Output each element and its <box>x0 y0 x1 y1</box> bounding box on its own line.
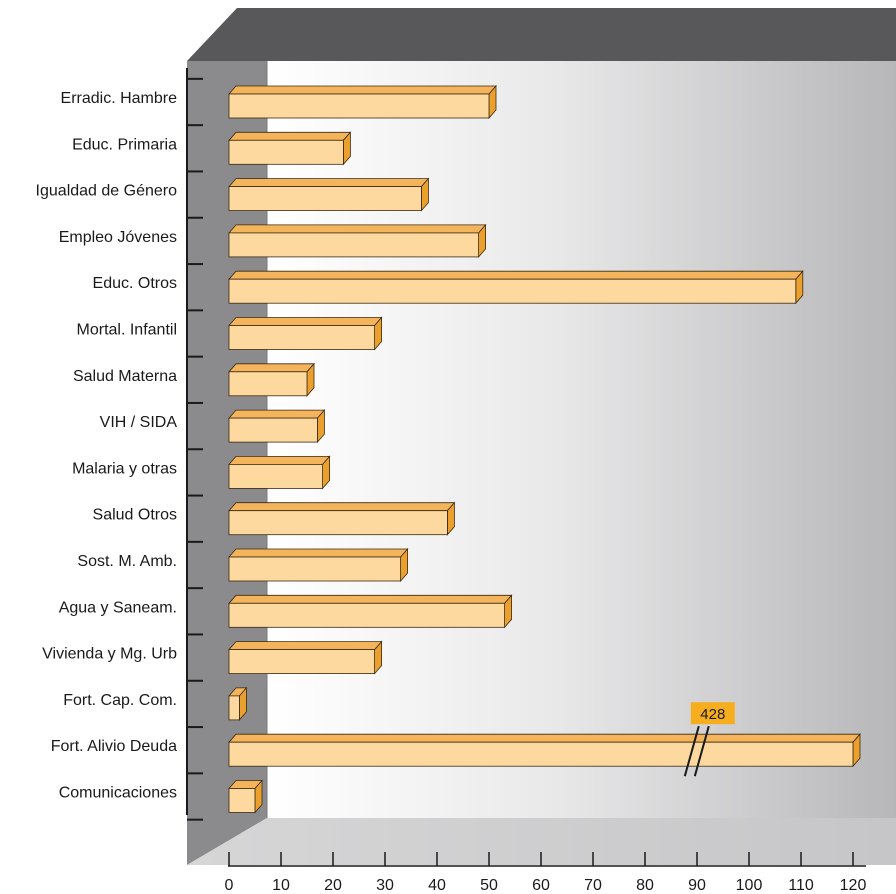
value-tick-label: 20 <box>324 877 342 894</box>
bar <box>228 547 409 583</box>
bar-front-face <box>228 232 480 258</box>
bar <box>228 131 352 166</box>
bar-front-face <box>228 278 797 304</box>
category-label: Salud Materna <box>73 368 177 385</box>
bar-top-face <box>228 641 383 650</box>
category-label: Mortal. Infantil <box>77 322 177 339</box>
category-label: Salud Otros <box>93 507 177 524</box>
bar <box>228 640 383 675</box>
value-tick-label: 90 <box>688 877 706 894</box>
bar-front-face <box>228 649 376 674</box>
break-value-label: 428 <box>700 706 725 723</box>
value-tick-label: 60 <box>532 877 550 894</box>
value-tick-label: 0 <box>225 877 234 894</box>
value-tick-label: 40 <box>428 877 446 894</box>
bar <box>228 594 513 629</box>
bar-front-face <box>228 371 308 397</box>
bar-front-face <box>228 417 318 443</box>
bar-front-face <box>228 463 323 489</box>
value-tick-label: 50 <box>480 877 498 894</box>
bar-top-face <box>228 409 326 419</box>
badge-background <box>690 702 735 725</box>
bar-front-face <box>228 186 422 212</box>
category-label: Erradic. Hambre <box>61 90 178 107</box>
value-axis <box>228 852 866 867</box>
bar-top-face <box>228 317 383 326</box>
bar-front-face <box>228 510 448 536</box>
bar <box>228 501 456 536</box>
category-label: VIH / SIDA <box>100 414 178 431</box>
value-tick-label: 110 <box>788 877 814 894</box>
category-label: Vivienda y Mg. Urb <box>42 646 177 663</box>
bar <box>228 779 263 814</box>
category-label: Educ. Primaria <box>72 136 177 153</box>
value-tick-label: 30 <box>376 877 394 894</box>
bar <box>228 686 248 721</box>
bar-top-face <box>228 455 331 465</box>
bar <box>228 733 861 768</box>
bar-front-face <box>228 741 854 767</box>
back-wall <box>267 61 896 818</box>
axis-break-mark <box>683 725 700 777</box>
bar <box>228 177 430 212</box>
annotations: 428 <box>683 702 735 777</box>
category-label: Comunicaciones <box>59 785 177 802</box>
bar-top-face <box>228 85 497 95</box>
category-label: Malaria y otras <box>72 460 177 477</box>
bar-top-face <box>228 594 513 604</box>
category-label: Fort. Alivio Deuda <box>51 738 177 755</box>
bar <box>228 270 804 305</box>
bar-front-face <box>228 695 240 721</box>
bar-top-face <box>228 131 352 141</box>
value-tick-label: 70 <box>584 877 602 894</box>
category-label: Sost. M. Amb. <box>77 553 177 570</box>
value-tick-label: 100 <box>736 877 763 894</box>
category-label: Educ. Otros <box>93 275 177 292</box>
category-label: Agua y Saneam. <box>59 599 177 616</box>
break-value-badge: 428 <box>690 702 735 725</box>
bar-front-face <box>228 602 506 628</box>
bar-front-face <box>228 93 490 119</box>
bar <box>228 223 487 258</box>
category-axis <box>186 68 203 821</box>
bars <box>228 84 861 814</box>
value-tick-label: 10 <box>272 877 290 894</box>
bar-top-face <box>228 548 409 558</box>
value-tick-label: 120 <box>840 877 867 894</box>
value-tick-label: 80 <box>636 877 654 894</box>
bar <box>228 455 331 490</box>
bar <box>228 316 383 351</box>
bar-top-face <box>228 224 487 234</box>
bar-front-face <box>228 325 376 350</box>
floor <box>187 818 896 865</box>
bar-front-face <box>228 556 402 582</box>
bar-top-face <box>228 733 861 743</box>
bar <box>228 84 497 120</box>
bar <box>228 409 326 444</box>
bar-front-face <box>228 139 344 165</box>
category-label: Fort. Cap. Com. <box>63 692 177 709</box>
bar-front-face <box>228 788 256 813</box>
bar-top-face <box>228 178 430 188</box>
axis-break-mark <box>693 725 710 777</box>
bar <box>228 362 315 397</box>
category-labels: Erradic. Hambre Educ. Primaria Igualdad de… <box>36 90 178 802</box>
tick-labels: 0 10 20 30 40 50 60 70 80 90 100 110 120 <box>225 877 867 894</box>
bar-top-face <box>228 363 315 373</box>
top-wall <box>187 8 896 61</box>
bar-top-face <box>228 270 804 280</box>
category-label: Igualdad de Género <box>36 183 178 200</box>
category-label: Empleo Jóvenes <box>59 229 177 246</box>
bar-top-face <box>228 502 456 512</box>
